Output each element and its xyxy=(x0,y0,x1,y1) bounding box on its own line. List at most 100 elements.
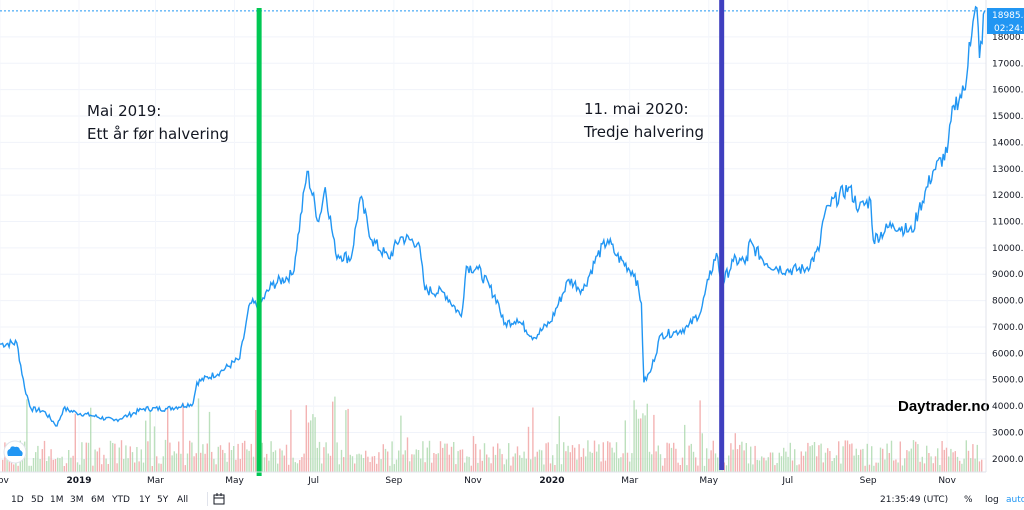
volume-bar xyxy=(849,444,851,472)
volume-bar xyxy=(670,447,673,472)
volume-bar xyxy=(118,447,120,472)
volume-bar xyxy=(976,444,978,472)
volume-bar xyxy=(85,442,87,472)
auto-toggle[interactable]: auto xyxy=(1006,495,1024,505)
volume-bar xyxy=(406,437,409,472)
volume-bar xyxy=(145,420,147,472)
volume-bar xyxy=(373,456,376,472)
volume-bar xyxy=(296,463,299,472)
volume-bar xyxy=(266,453,268,472)
volume-bar xyxy=(776,463,778,472)
range-ytd-button[interactable]: YTD xyxy=(112,495,130,505)
volume-bar xyxy=(35,452,37,472)
volume-bar xyxy=(620,457,622,472)
log-toggle[interactable]: log xyxy=(985,495,999,505)
volume-bar xyxy=(527,426,530,472)
percent-toggle[interactable]: % xyxy=(964,495,973,505)
volume-bar xyxy=(686,465,688,472)
range-6m-button[interactable]: 6M xyxy=(91,495,105,505)
volume-bar xyxy=(906,450,908,472)
volume-bar xyxy=(508,443,510,472)
volume-bar xyxy=(134,462,136,472)
compare-calendar-icon[interactable] xyxy=(213,493,225,505)
volume-bar xyxy=(516,446,519,472)
volume-bar xyxy=(213,458,215,472)
volume-bar xyxy=(811,445,813,472)
volume-bar xyxy=(888,453,890,472)
volume-bar xyxy=(642,413,644,472)
volume-bar xyxy=(255,410,257,472)
volume-bar xyxy=(699,400,701,472)
volume-bar xyxy=(92,465,94,472)
range-1m-button[interactable]: 1M xyxy=(50,495,64,505)
volume-bar xyxy=(868,464,871,472)
volume-bar xyxy=(928,453,930,472)
volume-bar xyxy=(321,463,323,472)
volume-bar xyxy=(83,459,85,472)
cloud-logo-icon[interactable] xyxy=(3,440,27,464)
volume-bar xyxy=(230,450,233,472)
volume-bar xyxy=(631,453,633,472)
volume-bar xyxy=(862,448,864,472)
volume-bar xyxy=(582,448,585,472)
volume-bar xyxy=(246,449,248,472)
volume-bar xyxy=(318,441,321,472)
price-chart[interactable]: Mai 2019: Ett år før halvering 11. mai 2… xyxy=(0,0,1024,490)
utc-clock[interactable]: 21:35:49 (UTC) xyxy=(880,495,949,505)
volume-bar xyxy=(538,449,541,472)
volume-bar xyxy=(398,450,400,472)
volume-bar xyxy=(301,457,303,472)
range-3m-button[interactable]: 3M xyxy=(70,495,84,505)
volume-bar xyxy=(937,448,939,472)
volume-bar xyxy=(369,462,371,472)
volume-bar xyxy=(54,459,57,472)
volume-bar xyxy=(873,465,875,472)
volume-bar xyxy=(420,458,422,472)
volume-bar xyxy=(191,442,193,472)
volume-bar xyxy=(512,456,514,472)
volume-bar xyxy=(580,456,582,472)
volume-bar xyxy=(371,456,373,472)
volume-bar xyxy=(769,452,772,472)
volume-bar xyxy=(411,454,413,472)
volume-bar xyxy=(351,456,354,472)
volume-bar xyxy=(972,444,974,472)
range-all-button[interactable]: All xyxy=(177,495,189,505)
x-tick-label: Jul xyxy=(781,476,793,486)
volume-bar xyxy=(90,407,92,472)
range-5d-button[interactable]: 5D xyxy=(31,495,44,505)
volume-bar xyxy=(554,465,556,472)
volume-bar xyxy=(926,445,928,472)
volume-bar xyxy=(164,439,167,472)
volume-bar xyxy=(382,444,384,472)
volume-bar xyxy=(211,451,213,472)
volume-bar xyxy=(745,443,747,472)
volume-bar xyxy=(116,463,118,472)
x-axis[interactable]: Nov 2019 Mar May Jul Sep Nov 2020 Mar May Jul Sep No… xyxy=(0,476,957,486)
volume-bar xyxy=(783,447,785,472)
volume-bar xyxy=(879,447,882,472)
range-1y-button[interactable]: 1Y xyxy=(139,495,151,505)
volume-bar xyxy=(541,450,543,472)
volume-bar xyxy=(910,448,912,472)
volume-bar xyxy=(404,450,406,472)
volume-bar xyxy=(794,449,796,472)
volume-bar xyxy=(195,453,197,472)
range-5y-button[interactable]: 5Y xyxy=(157,495,169,505)
annotation-green-title: Mai 2019: xyxy=(87,102,161,120)
volume-bar xyxy=(173,451,175,472)
volume-bar xyxy=(186,453,189,472)
volume-bar xyxy=(294,462,296,472)
volume-bar xyxy=(283,455,285,472)
volume-bar xyxy=(437,453,439,472)
volume-bar xyxy=(741,441,743,472)
range-1d-button[interactable]: 1D xyxy=(11,495,24,505)
volume-bar xyxy=(644,415,646,472)
toolbar-divider xyxy=(207,492,208,506)
volume-bar xyxy=(543,464,545,472)
y-axis[interactable]: 2000.00 3000.00 4000.00 5000.00 6000.00 7000.… xyxy=(992,33,1024,465)
volume-bar xyxy=(591,452,593,472)
volume-bar xyxy=(178,441,180,472)
volume-bar xyxy=(338,464,340,472)
volume-bar xyxy=(785,451,787,472)
